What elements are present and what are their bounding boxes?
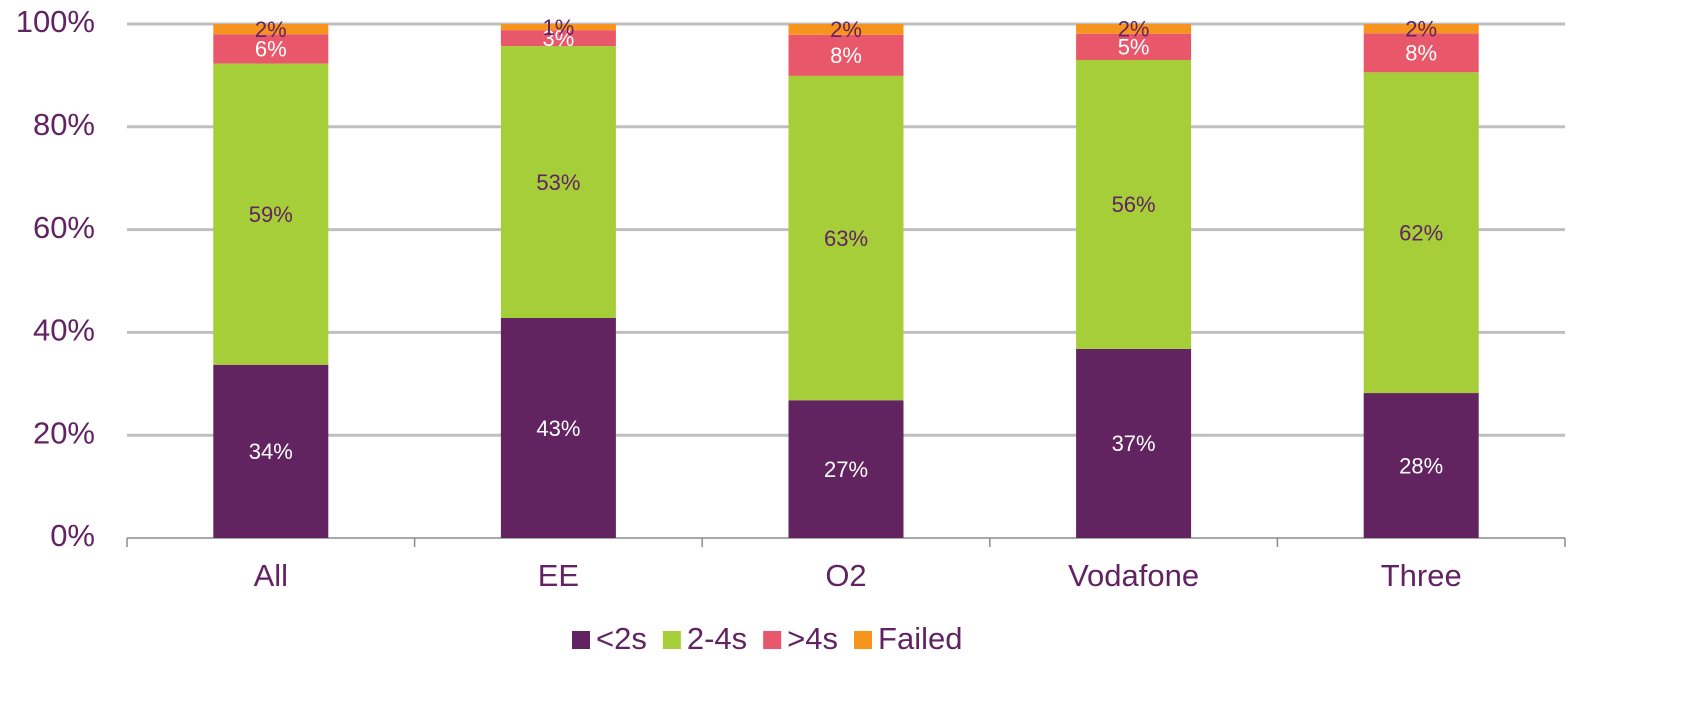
data-label: 56%	[1112, 192, 1156, 217]
bar-segment	[1363, 24, 1479, 34]
data-label: 59%	[249, 202, 293, 227]
bar-segment	[500, 24, 616, 31]
y-tick-label: 40%	[33, 313, 95, 348]
data-label: 43%	[536, 416, 580, 441]
bar-segment	[1076, 348, 1192, 538]
data-label: 37%	[1112, 431, 1156, 456]
data-label: 2%	[830, 17, 862, 42]
y-tick-label: 80%	[33, 107, 95, 142]
data-label: 62%	[1399, 220, 1443, 245]
bar-segment	[1076, 33, 1192, 60]
legend-swatch	[572, 631, 590, 649]
data-label: 27%	[824, 457, 868, 482]
legend-swatch	[662, 631, 681, 649]
data-label: 53%	[536, 170, 580, 195]
legend-label: 2-4s	[687, 621, 747, 656]
bar-segment	[1363, 72, 1479, 394]
bar-segment	[788, 34, 904, 76]
bar-segment	[500, 30, 616, 47]
bar-segment	[213, 24, 329, 35]
data-label: 8%	[1405, 41, 1437, 66]
bar-segment	[213, 63, 329, 365]
data-label: 1%	[543, 15, 575, 40]
data-label: 8%	[830, 43, 862, 68]
x-tick-label: All	[254, 558, 288, 593]
bar-segment	[1363, 393, 1479, 538]
y-tick-label: 100%	[16, 4, 95, 39]
bar-segment	[213, 34, 329, 64]
bar-segment	[788, 400, 904, 538]
data-label: 34%	[249, 439, 293, 464]
y-tick-label: 0%	[50, 518, 95, 553]
data-label: 2%	[1118, 17, 1150, 42]
bar-segment	[1076, 59, 1192, 349]
data-label: 2%	[255, 17, 287, 42]
legend-swatch	[763, 631, 782, 649]
x-tick-label: Vodafone	[1068, 558, 1199, 593]
data-label: 5%	[1118, 35, 1150, 60]
bar-segment	[1363, 33, 1479, 73]
data-label: 3%	[543, 26, 575, 51]
data-label: 28%	[1399, 453, 1443, 478]
x-tick-label: EE	[538, 558, 579, 593]
bar-segment	[500, 318, 616, 538]
y-tick-label: 60%	[33, 210, 95, 245]
bar-segment	[788, 75, 904, 401]
data-label: 6%	[255, 37, 287, 62]
data-label: 63%	[824, 226, 868, 251]
data-label: 2%	[1405, 16, 1437, 41]
legend-swatch	[854, 631, 873, 649]
legend-label: >4s	[787, 621, 838, 656]
bar-segment	[1076, 24, 1192, 34]
legend-label: Failed	[878, 621, 962, 656]
y-tick-label: 20%	[33, 415, 95, 450]
legend-label: <2s	[596, 621, 647, 656]
x-tick-label: Three	[1381, 558, 1462, 593]
x-tick-label: O2	[825, 558, 866, 593]
bar-segment	[788, 24, 904, 35]
bar-segment	[213, 364, 329, 538]
bar-segment	[500, 46, 616, 319]
